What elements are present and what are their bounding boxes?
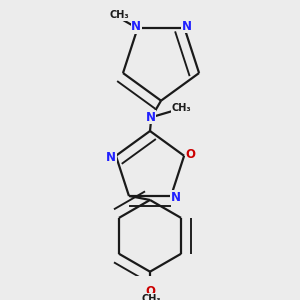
- Text: N: N: [131, 20, 141, 33]
- Text: N: N: [182, 20, 192, 33]
- Text: CH₃: CH₃: [172, 103, 191, 113]
- Text: N: N: [146, 111, 156, 124]
- Text: O: O: [145, 285, 155, 298]
- Text: CH₃: CH₃: [110, 10, 129, 20]
- Text: CH₃: CH₃: [142, 294, 161, 300]
- Text: N: N: [171, 191, 181, 204]
- Text: N: N: [106, 151, 116, 164]
- Text: O: O: [185, 148, 195, 161]
